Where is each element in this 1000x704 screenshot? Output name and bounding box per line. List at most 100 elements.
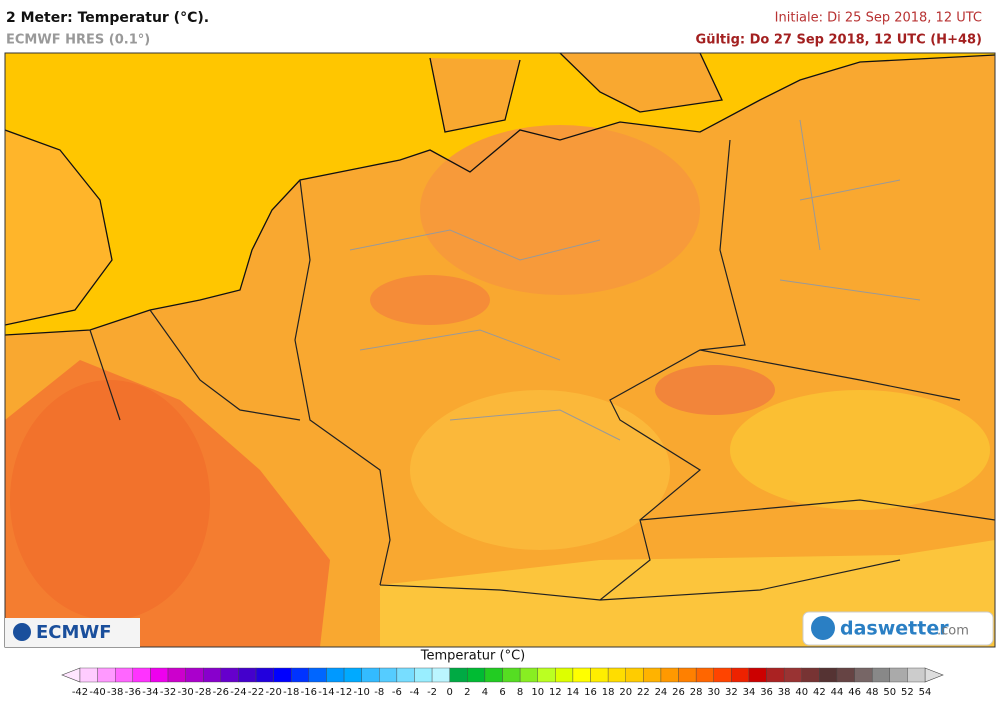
colorbar-label: 42 [813,687,826,698]
colorbar-label: -8 [374,687,384,698]
colorbar-label: -6 [392,687,402,698]
colorbar-segment [115,667,134,683]
colorbar-label: -38 [107,687,123,698]
colorbar-segment [731,667,750,683]
colorbar-label: 20 [619,687,632,698]
colorbar-segment [308,667,327,683]
mild-area [410,390,670,550]
colorbar-label: 50 [883,687,896,698]
hot-area [10,380,210,620]
colorbar-label: 6 [499,687,505,698]
colorbar-segment [79,667,98,683]
land [5,130,112,325]
colorbar-label: 22 [637,687,650,698]
colorbar-label: -42 [72,687,88,698]
colorbar-segment [431,667,450,683]
colorbar-label: -22 [248,687,264,698]
colorbar-label: 32 [725,687,738,698]
colorbar-label: -18 [283,687,299,698]
colorbar-segment [414,667,433,683]
colorbar-label: -26 [213,687,229,698]
valid-time: Gültig: Do 27 Sep 2018, 12 UTC (H+48) [696,33,982,48]
colorbar-segment [537,667,556,683]
colorbar-segment [255,667,274,683]
colorbar-segment [467,667,486,683]
colorbar-end [61,667,81,683]
colorbar-label: 8 [517,687,523,698]
warm-area [370,275,490,325]
colorbar-label: -30 [177,687,193,698]
colorbar-segment [678,667,697,683]
colorbar-segment [238,667,257,683]
colorbar-label: 38 [778,687,791,698]
colorbar-segment [783,667,802,683]
logo-domain: .com [937,624,969,639]
colorbar-segment [713,667,732,683]
colorbar-end [924,667,944,683]
colorbar-label: -28 [195,687,211,698]
logo-text: daswetter [840,618,949,640]
logo-icon [13,623,31,641]
colorbar-segment [203,667,222,683]
colorbar-segment [396,667,415,683]
colorbar-segment [625,667,644,683]
colorbar-label: -2 [427,687,437,698]
daswetter-logo: daswetter .com [802,611,994,646]
colorbar-label: -24 [230,687,246,698]
colorbar-segment [889,667,908,683]
colorbar-segment [907,667,926,683]
colorbar: -42 -40 -38 -36 -34 -32 -30 -28 -26 -24 -22 -20 -18-… [61,667,944,698]
colorbar-label: 28 [690,687,703,698]
ecmwf-logo: ECMWF [5,618,140,647]
colorbar-label: 40 [795,687,808,698]
colorbar-label: -16 [301,687,317,698]
colorbar-label: -34 [142,687,158,698]
colorbar-segment [871,667,890,683]
colorbar-segment [132,667,151,683]
colorbar-segment [836,667,855,683]
colorbar-label: -4 [409,687,419,698]
colorbar-segment [361,667,380,683]
colorbar-label: 36 [760,687,773,698]
colorbar-label: -40 [89,687,105,698]
map [4,52,996,648]
colorbar-label: -36 [125,687,141,698]
colorbar-label: 12 [549,687,562,698]
colorbar-segment [854,667,873,683]
colorbar-label: 14 [567,687,580,698]
region-border [349,119,921,441]
colorbar-label: 34 [743,687,756,698]
colorbar-segment [343,667,362,683]
colorbar-label: 4 [482,687,488,698]
colorbar-segment [97,667,116,683]
logo-box [802,611,994,646]
colorbar-segment [185,667,204,683]
colorbar-label: 2 [464,687,470,698]
colorbar-segment [590,667,609,683]
colorbar-label: 10 [531,687,544,698]
colorbar-segment [150,667,169,683]
warm-area [420,125,700,295]
logo-text: ECMWF [36,622,112,643]
colorbar-segment [643,667,662,683]
colorbar-segment [519,667,538,683]
colorbar-label: 54 [919,687,932,698]
colorbar-segment [660,667,679,683]
colorbar-label: 52 [901,687,914,698]
map-frame [4,52,996,648]
warm-area [655,365,775,415]
colorbar-segment [484,667,503,683]
colorbar-label: 30 [707,687,720,698]
colorbar-label: -12 [336,687,352,698]
colorbar-label: 46 [848,687,861,698]
colorbar-label: 16 [584,687,597,698]
colorbar-segment [449,667,468,683]
colorbar-label: -10 [353,687,369,698]
colorbar-label: -32 [160,687,176,698]
colorbar-segment [819,667,838,683]
map-title: 2 Meter: Temperatur (°C). [6,10,209,26]
colorbar-segment [220,667,239,683]
colorbar-segment [326,667,345,683]
